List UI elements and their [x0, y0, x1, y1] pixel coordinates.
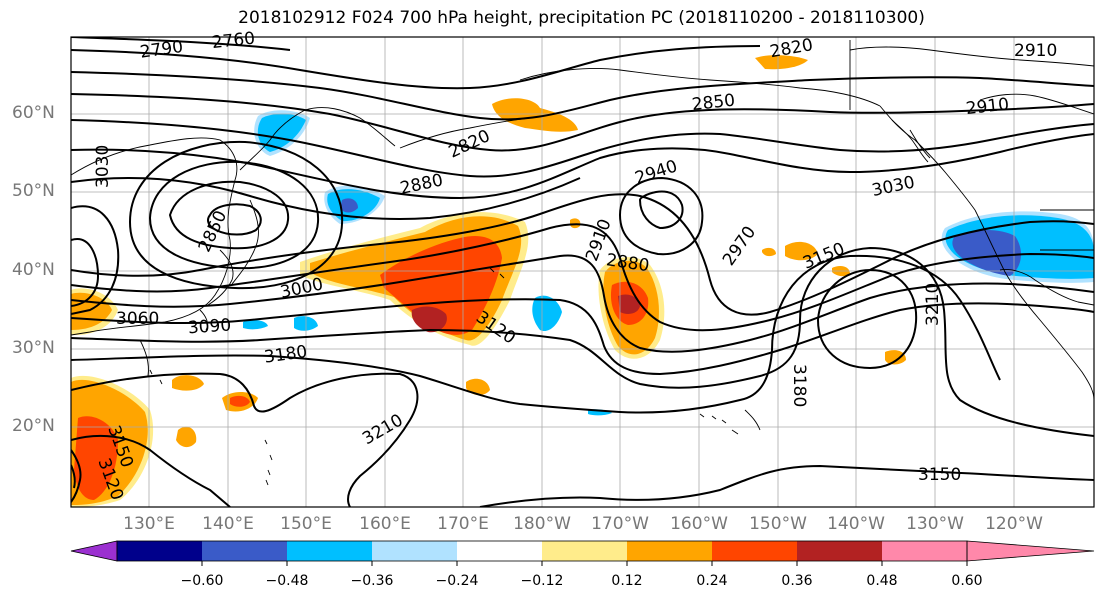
height-contour-line — [618, 176, 704, 256]
colorbar-tick-label: 0.48 — [866, 573, 898, 589]
height-contour-line — [71, 71, 1094, 121]
lon-label: 130°E — [123, 514, 175, 534]
colorbar-tick-label: 0.12 — [611, 573, 643, 589]
height-contour-line — [71, 246, 1094, 437]
lon-label: 170°W — [591, 514, 649, 534]
lon-label: 170°E — [437, 514, 489, 534]
height-contour-line — [71, 37, 291, 51]
height-contour-line — [71, 93, 1094, 152]
precip-negative-region — [257, 113, 306, 152]
colorbar-segment — [797, 541, 882, 561]
lon-label: 160°E — [359, 514, 411, 534]
height-contour-line — [71, 434, 231, 507]
lon-label: 140°W — [827, 514, 885, 534]
colorbar — [70, 540, 1095, 566]
lat-label: 60°N — [12, 103, 55, 123]
colorbar-tick-label: 0.60 — [951, 573, 983, 589]
height-contour-line — [816, 268, 918, 370]
lon-label: 140°E — [202, 514, 254, 534]
precip-positive-region — [618, 294, 640, 314]
colorbar-extend-max — [966, 540, 1095, 562]
precip-negative-region — [243, 319, 268, 330]
contour-label: 3060 — [116, 309, 159, 329]
height-contours — [71, 37, 1094, 507]
colorbar-segment — [882, 541, 967, 561]
contour-label: 3030 — [93, 145, 113, 188]
contour-label: 3210 — [923, 283, 943, 326]
lat-label: 50°N — [12, 181, 55, 201]
colorbar-tick-label: −0.24 — [435, 573, 479, 589]
height-contour-line — [71, 177, 581, 220]
colorbar-extend-min — [70, 540, 118, 562]
height-contour-line — [128, 140, 344, 290]
lon-label: 160°W — [670, 514, 728, 534]
precip-positive-region — [570, 218, 581, 229]
lon-label: 130°W — [906, 514, 964, 534]
height-contour-line — [71, 298, 1094, 376]
colorbar-segment — [202, 541, 287, 561]
contour-label: 2760 — [211, 29, 256, 53]
colorbar-segment — [372, 541, 457, 561]
colorbar-segment — [457, 541, 542, 561]
colorbar-segment — [712, 541, 797, 561]
height-contour-line — [71, 45, 761, 90]
precip-positive-region — [380, 236, 502, 335]
colorbar-tick-label: 0.36 — [781, 573, 813, 589]
precip-positive-region — [885, 350, 906, 365]
precip-positive-region — [230, 395, 250, 407]
colorbar-tick-label: −0.48 — [265, 573, 309, 589]
precip-positive-region — [762, 247, 776, 257]
precip-positive-region — [466, 378, 490, 396]
colorbar-segment — [627, 541, 712, 561]
lon-label: 180°W — [513, 514, 571, 534]
height-contour-line — [71, 449, 82, 503]
height-contour-line — [71, 119, 1094, 178]
graticule — [71, 37, 1094, 507]
colorbar-tick-label: 0.24 — [696, 573, 728, 589]
precip-positive-region — [492, 98, 578, 132]
height-contour-line — [71, 205, 120, 315]
precip-positive-region — [172, 375, 204, 391]
contour-label: 3150 — [918, 465, 961, 485]
height-contour-line — [71, 193, 1094, 316]
lon-label: 120°W — [985, 514, 1043, 534]
lon-label: 150°W — [749, 514, 807, 534]
height-contour-line — [168, 180, 290, 250]
colorbar-segment — [542, 541, 627, 561]
height-contour-line — [148, 160, 320, 270]
colorbar-segment — [287, 541, 372, 561]
precip-positive-region — [411, 306, 447, 333]
height-contour-line — [71, 372, 419, 507]
colorbar-tick-label: −0.12 — [520, 573, 564, 589]
precip-positive-region — [755, 55, 808, 70]
contour-label: 3090 — [187, 315, 232, 338]
contour-label: 2910 — [965, 95, 1010, 119]
precip-negative-region — [532, 295, 562, 332]
height-contour-line — [71, 223, 1094, 332]
height-contour-line — [71, 254, 1094, 353]
precip-negative-region — [952, 230, 1022, 276]
height-contour-line — [638, 190, 684, 230]
colorbar-segment — [117, 541, 202, 561]
lon-label: 150°E — [280, 514, 332, 534]
colorbar-tick-label: −0.60 — [180, 573, 224, 589]
contour-label: 2910 — [1014, 41, 1057, 61]
colorbar-tick-label: −0.36 — [350, 573, 394, 589]
height-contour-line — [207, 203, 262, 236]
contour-label: 3180 — [789, 364, 809, 407]
lat-label: 40°N — [12, 260, 55, 280]
precip-positive-region — [176, 426, 197, 448]
lat-label: 30°N — [12, 338, 55, 358]
precip-positive-region — [785, 241, 818, 261]
map-frame — [70, 36, 1095, 508]
height-contour-line — [479, 464, 1094, 507]
height-contour-line — [71, 464, 76, 489]
map-title: 2018102912 F024 700 hPa height, precipit… — [238, 8, 925, 28]
precip-negative-region — [340, 198, 358, 213]
contour-label: 2850 — [691, 91, 736, 115]
lat-label: 20°N — [12, 416, 55, 436]
height-contour-line — [71, 254, 1001, 414]
